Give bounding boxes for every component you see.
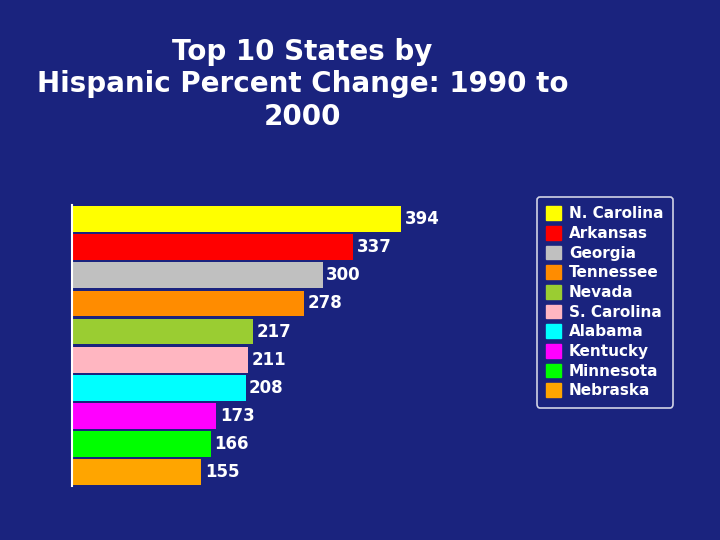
Bar — [72, 403, 217, 429]
Text: 394: 394 — [405, 210, 439, 228]
Bar — [72, 206, 401, 232]
Text: 173: 173 — [220, 407, 255, 425]
Bar — [72, 347, 248, 373]
Text: Top 10 States by
Hispanic Percent Change: 1990 to
2000: Top 10 States by Hispanic Percent Change… — [37, 38, 568, 131]
Bar — [72, 262, 323, 288]
Text: 211: 211 — [251, 350, 286, 369]
Bar — [72, 431, 211, 457]
Text: 166: 166 — [214, 435, 248, 453]
Text: 208: 208 — [249, 379, 284, 397]
Bar — [72, 459, 202, 485]
Text: 337: 337 — [357, 238, 392, 256]
Bar — [72, 375, 246, 401]
Text: 155: 155 — [204, 463, 239, 481]
Text: 300: 300 — [326, 266, 361, 285]
Bar — [72, 291, 304, 316]
Bar — [72, 319, 253, 345]
Legend: N. Carolina, Arkansas, Georgia, Tennessee, Nevada, S. Carolina, Alabama, Kentuck: N. Carolina, Arkansas, Georgia, Tennesse… — [537, 197, 672, 408]
Text: 217: 217 — [256, 322, 292, 341]
Bar — [72, 234, 354, 260]
Text: 278: 278 — [307, 294, 342, 313]
